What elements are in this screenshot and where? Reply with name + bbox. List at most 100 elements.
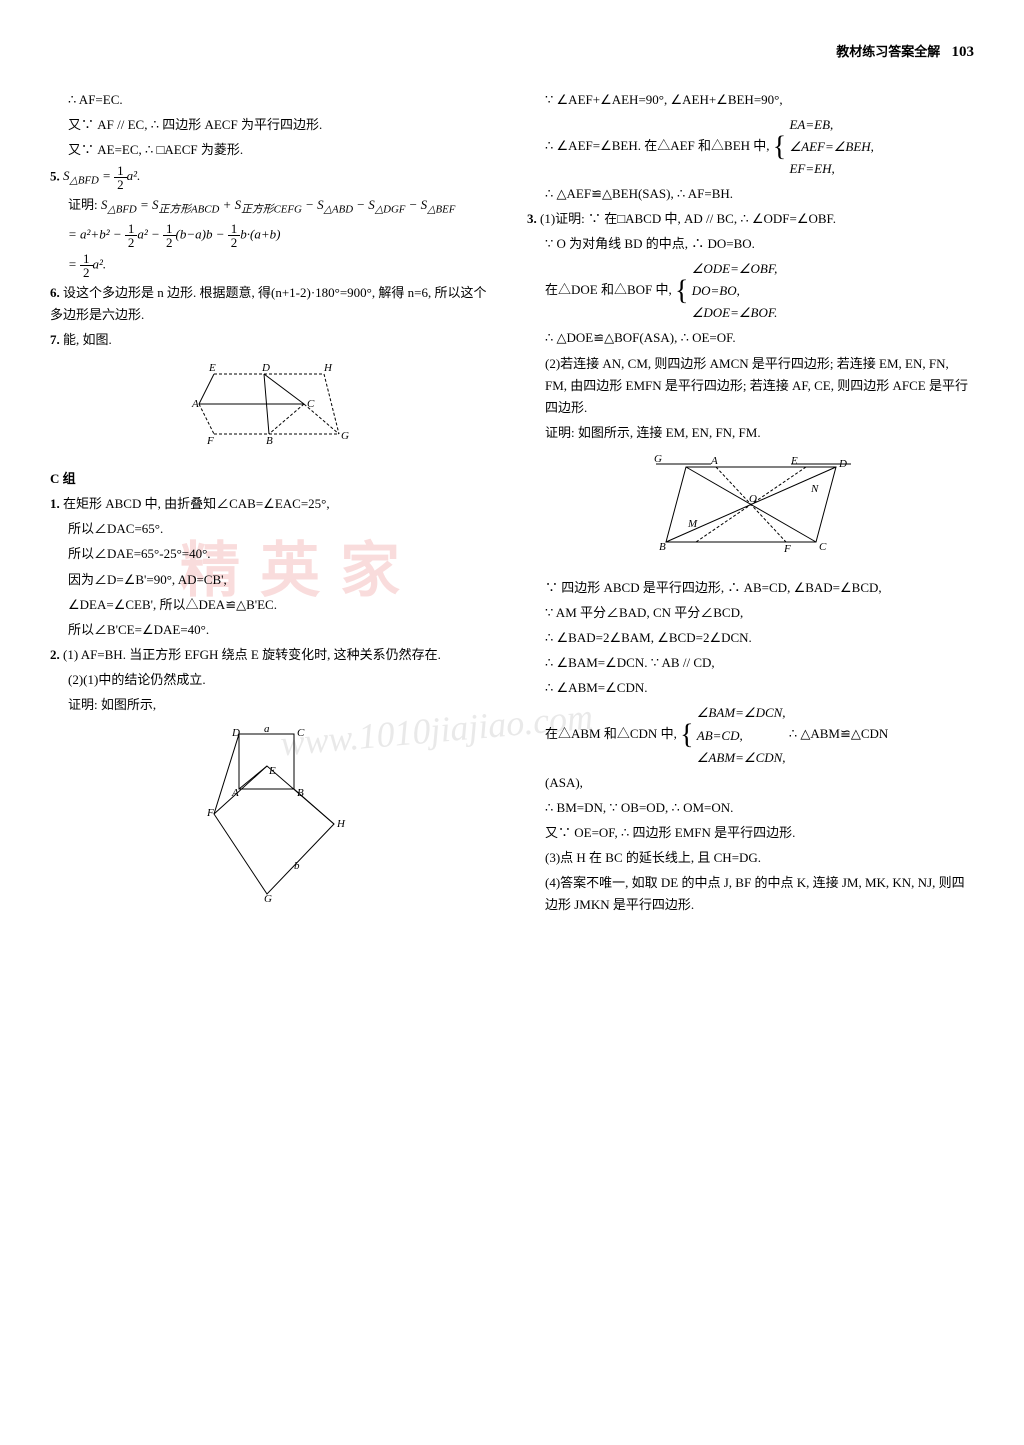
text-line: 所以∠B'CE=∠DAE=40°. (50, 619, 497, 641)
math-line: = 12a². (50, 252, 497, 279)
svg-text:a: a (264, 724, 270, 735)
left-column: ∴ AF=EC. 又∵ AF // EC, ∴ 四边形 AECF 为平行四边形.… (50, 86, 497, 920)
text: 在△ABM 和△CDN 中, (545, 727, 677, 742)
math-expr: S△BFD = S正方形ABCD + S正方形CEFG − S△ABD − S△… (101, 197, 455, 212)
text-line: ∵ AM 平分∠BAD, CN 平分∠BCD, (527, 602, 974, 624)
svg-text:C: C (819, 541, 827, 553)
problem-label: 6. (50, 285, 60, 300)
page-number: 103 (952, 44, 975, 60)
text: ∴ ∠AEF=∠BEH. 在△AEF 和△BEH 中, (545, 138, 770, 153)
problem-label: 7. (50, 332, 60, 347)
text-line: 所以∠DAE=65°-25°=40°. (50, 543, 497, 565)
svg-text:C: C (297, 727, 305, 739)
proof-text: 证明: (68, 197, 101, 212)
text-line: (ASA), (527, 772, 974, 794)
text-line: 在△DOE 和△BOF 中, { ∠ODE=∠OBF, DO=BO, ∠DOE=… (527, 258, 974, 324)
text-line: 又∵ AF // EC, ∴ 四边形 AECF 为平行四边形. (50, 114, 497, 136)
text: ∴ △ABM≌△CDN (789, 727, 888, 742)
text-line: ∴ ∠BAM=∠DCN. ∵ AB // CD, (527, 652, 974, 674)
text-line: ∵ O 为对角线 BD 的中点, ∴ DO=BO. (527, 233, 974, 255)
math-line: = a²+b² − 12a² − 12(b−a)b − 12b·(a+b) (50, 222, 497, 249)
cond: EF=EH, (789, 158, 873, 180)
svg-text:E: E (790, 455, 798, 467)
svg-text:A: A (710, 455, 718, 467)
svg-text:D: D (838, 458, 847, 470)
svg-text:F: F (206, 435, 214, 447)
text: 在△DOE 和△BOF 中, (545, 282, 672, 297)
problem-c1: 1. 在矩形 ABCD 中, 由折叠知∠CAB=∠EAC=25°, (50, 493, 497, 515)
text-line: ∴ ∠ABM=∠CDN. (527, 677, 974, 699)
cond: ∠AEF=∠BEH, (789, 136, 873, 158)
text-line: 因为∠D=∠B'=90°, AD=CB', (50, 569, 497, 591)
header-title: 教材练习答案全解 (836, 44, 940, 59)
text-line: 又∵ AE=EC, ∴ □AECF 为菱形. (50, 139, 497, 161)
text-line: ∵ 四边形 ABCD 是平行四边形, ∴ AB=CD, ∠BAD=∠BCD, (527, 577, 974, 599)
problem-6: 6. 设这个多边形是 n 边形. 根据题意, 得(n+1-2)·180°=900… (50, 282, 497, 326)
text: 在矩形 ABCD 中, 由折叠知∠CAB=∠EAC=25°, (63, 496, 330, 511)
math-expr: S△BFD = 12a². (63, 168, 140, 183)
text-line: 证明: S△BFD = S正方形ABCD + S正方形CEFG − S△ABD … (50, 194, 497, 219)
svg-text:E: E (208, 362, 216, 374)
problem-7: 7. 能, 如图. (50, 329, 497, 351)
text-line: 证明: 如图所示, (50, 694, 497, 716)
problem-3: 3. (1)证明: ∵ 在□ABCD 中, AD // BC, ∴ ∠ODF=∠… (527, 208, 974, 230)
svg-text:G: G (341, 430, 349, 442)
figure-7: E D H A C F B G (50, 359, 497, 456)
svg-text:G: G (264, 893, 272, 904)
text-line: ∵ ∠AEF+∠AEH=90°, ∠AEH+∠BEH=90°, (527, 89, 974, 111)
text-line: ∴ △AEF≌△BEH(SAS), ∴ AF=BH. (527, 183, 974, 205)
problem-c2: 2. (1) AF=BH. 当正方形 EFGH 绕点 E 旋转变化时, 这种关系… (50, 644, 497, 666)
text-line: ∴ AF=EC. (50, 89, 497, 111)
svg-text:M: M (687, 518, 698, 530)
text-line: 在△ABM 和△CDN 中, { ∠BAM=∠DCN, AB=CD, ∠ABM=… (527, 702, 974, 768)
svg-text:F: F (206, 807, 214, 819)
text-line: (4)答案不唯一, 如取 DE 的中点 J, BF 的中点 K, 连接 JM, … (527, 872, 974, 916)
page-header: 教材练习答案全解 103 (50, 40, 974, 66)
svg-text:H: H (336, 818, 346, 830)
svg-text:D: D (231, 727, 240, 739)
cond: ∠ABM=∠CDN, (697, 747, 786, 769)
svg-text:D: D (261, 362, 270, 374)
svg-text:A: A (191, 398, 199, 410)
svg-text:O: O (749, 493, 757, 505)
svg-text:G: G (654, 453, 662, 465)
svg-text:B: B (266, 435, 273, 447)
svg-text:b: b (294, 860, 300, 872)
svg-text:H: H (323, 362, 333, 374)
cond: DO=BO, (692, 280, 778, 302)
brace-icon: { (675, 276, 688, 307)
brace-icon: { (773, 131, 786, 162)
problem-label: 1. (50, 496, 60, 511)
brace-icon: { (680, 720, 693, 751)
cond: AB=CD, (697, 725, 786, 747)
text-line: 证明: 如图所示, 连接 EM, EN, FN, FM. (527, 422, 974, 444)
text: (1) AF=BH. 当正方形 EFGH 绕点 E 旋转变化时, 这种关系仍然存… (63, 647, 441, 662)
text-line: ∴ ∠BAD=2∠BAM, ∠BCD=2∠DCN. (527, 627, 974, 649)
text-line: ∠DEA=∠CEB', 所以△DEA≌△B'EC. (50, 594, 497, 616)
figure-c2: D a C E A B F H G b (50, 724, 497, 911)
text-line: ∴ △DOE≌△BOF(ASA), ∴ OE=OF. (527, 327, 974, 349)
group-c-label: C 组 (50, 468, 497, 490)
text: 能, 如图. (63, 332, 112, 347)
problem-label: 3. (527, 211, 537, 226)
svg-text:F: F (783, 543, 791, 555)
svg-text:N: N (810, 483, 819, 495)
right-column: ∵ ∠AEF+∠AEH=90°, ∠AEH+∠BEH=90°, ∴ ∠AEF=∠… (527, 86, 974, 920)
text-line: ∴ ∠AEF=∠BEH. 在△AEF 和△BEH 中, { EA=EB, ∠AE… (527, 114, 974, 180)
cond: ∠BAM=∠DCN, (697, 702, 786, 724)
text: 设这个多边形是 n 边形. 根据题意, 得(n+1-2)·180°=900°, … (50, 285, 486, 322)
text-line: (2)(1)中的结论仍然成立. (50, 669, 497, 691)
cond: EA=EB, (789, 114, 873, 136)
text-line: 又∵ OE=OF, ∴ 四边形 EMFN 是平行四边形. (527, 822, 974, 844)
text-line: 所以∠DAC=65°. (50, 518, 497, 540)
text-line: (2)若连接 AN, CM, 则四边形 AMCN 是平行四边形; 若连接 EM,… (527, 353, 974, 419)
cond: ∠ODE=∠OBF, (692, 258, 778, 280)
text-line: ∴ BM=DN, ∵ OB=OD, ∴ OM=ON. (527, 797, 974, 819)
problem-label: 2. (50, 647, 60, 662)
figure-3: G A E D N O M B F C (527, 452, 974, 569)
problem-label: 5. (50, 168, 60, 183)
svg-text:E: E (268, 765, 276, 777)
text-line: (3)点 H 在 BC 的延长线上, 且 CH=DG. (527, 847, 974, 869)
svg-text:C: C (307, 398, 315, 410)
problem-5: 5. S△BFD = 12a². (50, 164, 497, 191)
